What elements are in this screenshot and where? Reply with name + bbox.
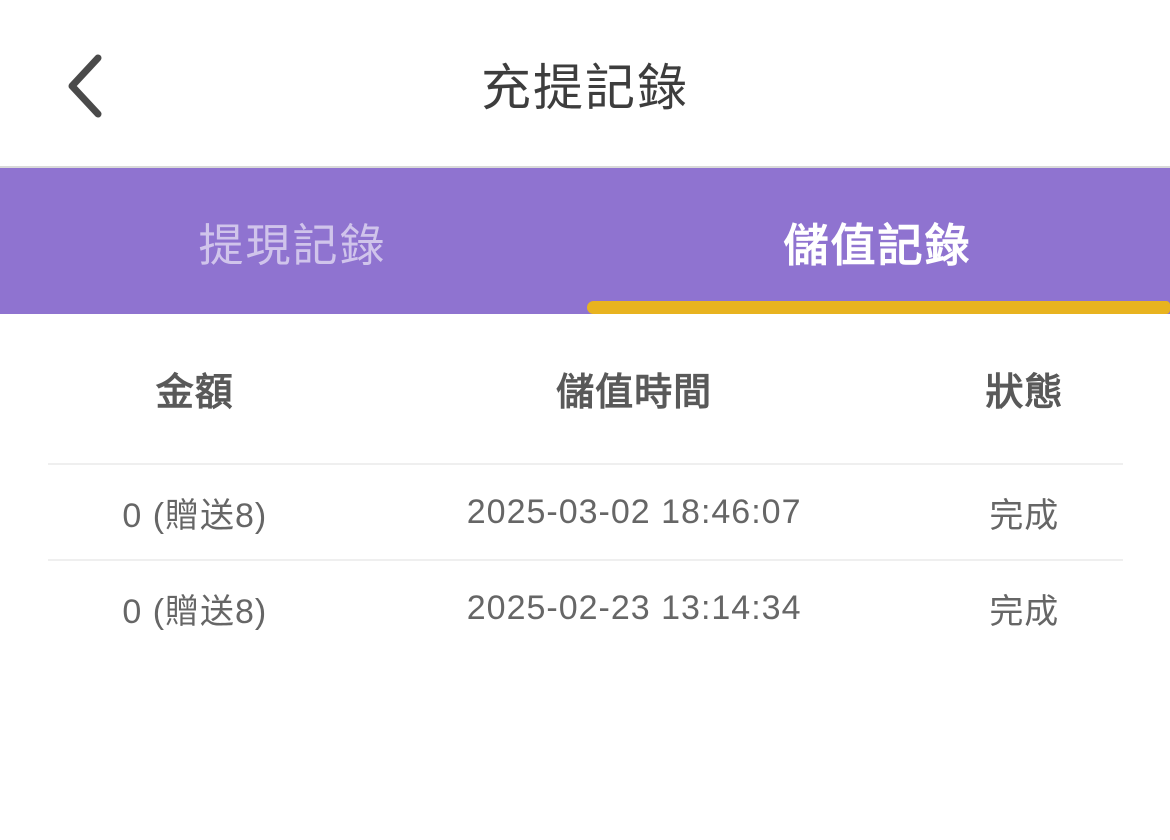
table-row: 0 (贈送8) 2025-02-23 13:14:34 完成 [0,561,1170,655]
column-header-status: 狀態 [985,372,1064,414]
time-cell: 2025-02-23 13:14:34 [466,588,802,627]
tab-withdraw-records[interactable]: 提現記錄 [198,219,387,271]
amount-cell: 0 (贈送8) [122,592,268,631]
back-button[interactable] [44,36,124,136]
row-divider [48,463,1123,465]
records-table: 金額 儲值時間 狀態 0 (贈送8) 2025-03-02 18:46:07 完… [0,314,1170,655]
amount-cell: 0 (贈送8) [122,496,268,535]
tab-bar: 提現記錄 儲值記錄 [0,168,1170,314]
row-divider [48,559,1123,561]
time-cell: 2025-03-02 18:46:07 [466,492,802,531]
table-header-row: 金額 儲值時間 狀態 [0,314,1170,463]
table-row: 0 (贈送8) 2025-03-02 18:46:07 完成 [0,465,1170,559]
navbar: 充提記錄 [0,0,1170,168]
status-cell: 完成 [989,592,1060,631]
chevron-left-icon [65,53,103,119]
status-cell: 完成 [989,496,1060,535]
column-header-time: 儲值時間 [556,372,713,414]
tab-deposit-records[interactable]: 儲值記錄 [783,219,972,271]
page-title: 充提記錄 [481,60,689,116]
active-tab-indicator [587,301,1170,314]
column-header-amount: 金額 [155,372,234,414]
